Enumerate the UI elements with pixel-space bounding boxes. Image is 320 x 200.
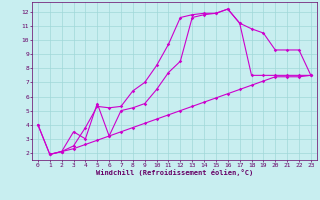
X-axis label: Windchill (Refroidissement éolien,°C): Windchill (Refroidissement éolien,°C) xyxy=(96,169,253,176)
